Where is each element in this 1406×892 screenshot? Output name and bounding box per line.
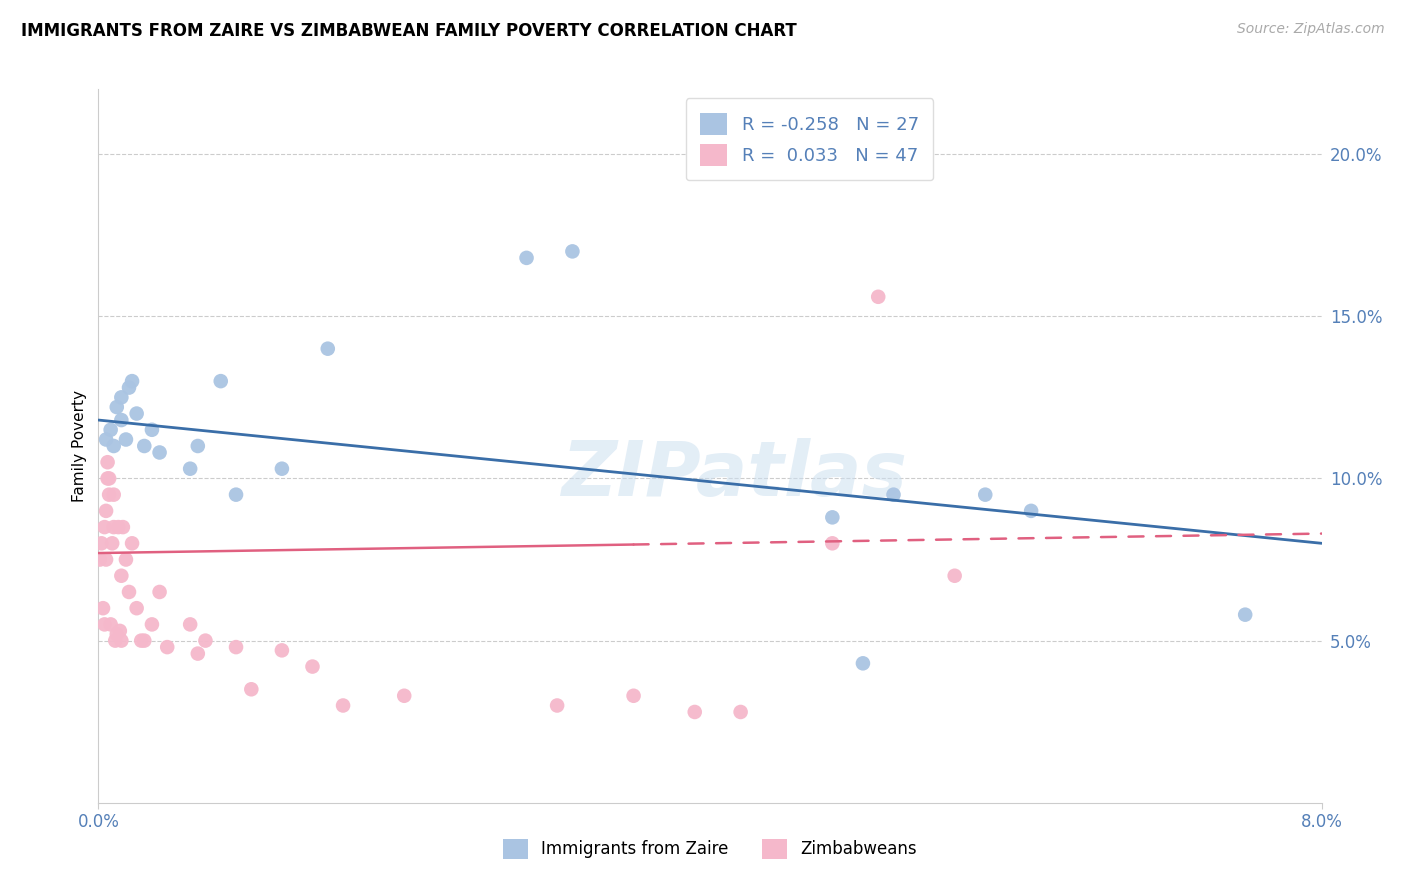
Point: [332, 698, 354, 713]
Point: [100, 423, 122, 437]
Point: [93, 520, 115, 534]
Point: [89, 552, 111, 566]
Point: [97, 455, 120, 469]
Point: [187, 647, 209, 661]
Point: [110, 390, 132, 404]
Point: [270, 643, 294, 657]
Point: [105, 627, 128, 641]
Point: [546, 698, 568, 713]
Point: [101, 536, 124, 550]
Point: [110, 413, 132, 427]
Text: IMMIGRANTS FROM ZAIRE VS ZIMBABWEAN FAMILY POVERTY CORRELATION CHART: IMMIGRANTS FROM ZAIRE VS ZIMBABWEAN FAMI…: [21, 22, 797, 40]
Point: [623, 689, 645, 703]
Point: [103, 488, 125, 502]
Text: ZIPatlas: ZIPatlas: [561, 438, 907, 511]
Point: [97, 471, 120, 485]
Point: [868, 290, 890, 304]
Point: [110, 568, 132, 582]
Point: [104, 633, 127, 648]
Point: [103, 439, 125, 453]
Point: [93, 617, 115, 632]
Point: [316, 342, 339, 356]
Point: [125, 601, 148, 615]
Point: [209, 374, 232, 388]
Point: [852, 657, 875, 671]
Point: [821, 536, 844, 550]
Point: [103, 520, 125, 534]
Point: [194, 633, 217, 648]
Point: [107, 520, 129, 534]
Point: [110, 633, 132, 648]
Point: [225, 488, 247, 502]
Point: [187, 439, 209, 453]
Y-axis label: Family Poverty: Family Poverty: [72, 390, 87, 502]
Legend: Immigrants from Zaire, Zimbabweans: Immigrants from Zaire, Zimbabweans: [496, 832, 924, 866]
Point: [516, 251, 538, 265]
Point: [225, 640, 247, 654]
Point: [179, 461, 201, 475]
Point: [108, 624, 131, 638]
Point: [730, 705, 752, 719]
Point: [240, 682, 263, 697]
Point: [91, 601, 114, 615]
Point: [561, 244, 583, 259]
Point: [301, 659, 323, 673]
Point: [100, 617, 122, 632]
Point: [821, 510, 844, 524]
Point: [111, 520, 134, 534]
Point: [125, 407, 148, 421]
Point: [1019, 504, 1042, 518]
Point: [90, 536, 112, 550]
Point: [134, 633, 156, 648]
Point: [883, 488, 905, 502]
Point: [94, 433, 117, 447]
Point: [683, 705, 706, 719]
Point: [270, 461, 294, 475]
Point: [118, 381, 141, 395]
Point: [98, 471, 121, 485]
Point: [179, 617, 201, 632]
Point: [121, 536, 143, 550]
Point: [105, 400, 128, 414]
Point: [115, 552, 138, 566]
Point: [129, 633, 152, 648]
Point: [94, 552, 117, 566]
Point: [118, 585, 141, 599]
Point: [149, 445, 172, 459]
Point: [943, 568, 966, 582]
Point: [974, 488, 997, 502]
Point: [141, 423, 163, 437]
Point: [134, 439, 156, 453]
Point: [1234, 607, 1257, 622]
Point: [98, 488, 121, 502]
Point: [149, 585, 172, 599]
Point: [392, 689, 416, 703]
Text: Source: ZipAtlas.com: Source: ZipAtlas.com: [1237, 22, 1385, 37]
Point: [121, 374, 143, 388]
Point: [94, 504, 117, 518]
Point: [115, 433, 138, 447]
Point: [141, 617, 163, 632]
Point: [156, 640, 179, 654]
